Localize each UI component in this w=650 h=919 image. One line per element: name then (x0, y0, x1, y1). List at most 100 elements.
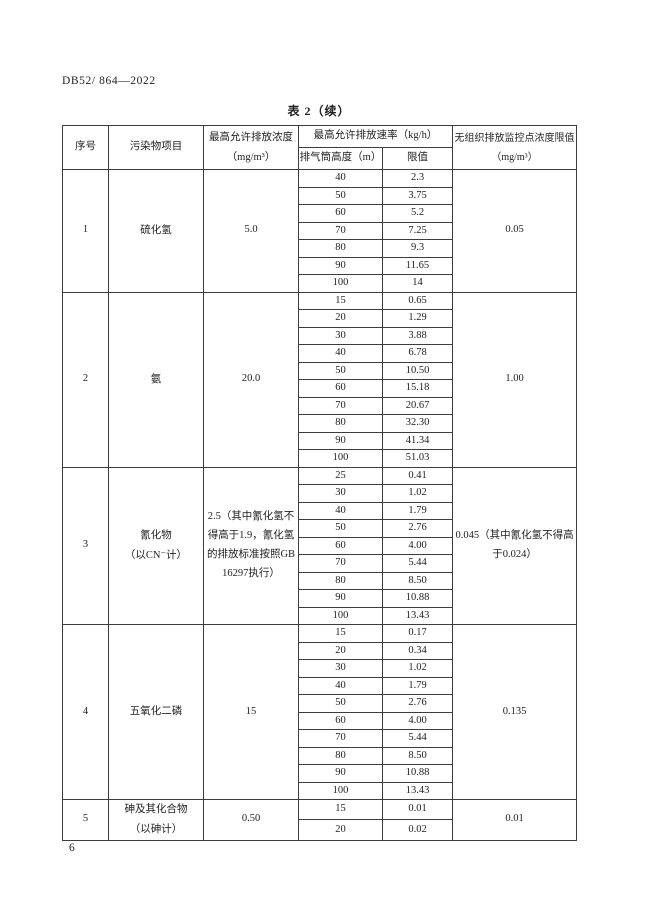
pollutant-cell: 氰化物 （以CN⁻计） (108, 466, 204, 625)
pollutant-name-line: 氨 (150, 373, 162, 385)
col-header-fugitive-label: 无组织排放监控点浓度限值 (454, 132, 575, 144)
limit-value-cell: 14 (381, 274, 454, 293)
stack-height-cell: 90 (298, 764, 383, 783)
limit-value-cell: 1.29 (381, 309, 454, 328)
limit-value-cell: 1.79 (381, 501, 454, 520)
limit-value-cell: 5.44 (381, 729, 454, 748)
concentration-cell: 5.0 (203, 169, 299, 293)
col-header-fugitive-unit: （mg/m³） (491, 151, 538, 163)
stack-height-cell: 70 (298, 554, 383, 573)
table-row: 50 10.50 (63, 361, 577, 380)
stack-height-cell: 80 (298, 414, 383, 433)
stack-height-cell: 90 (298, 431, 383, 450)
stack-height-cell: 100 (298, 606, 383, 625)
table-body: 1 硫化氢 5.0 40 2.3 0.05 50 3.75 60 5.2 70 7.25 80 9.3 90… (62, 169, 578, 841)
stack-height-cell: 80 (298, 571, 383, 590)
stack-height-cell: 50 (298, 694, 383, 713)
table-row: 60 4.00 (63, 536, 577, 555)
seq-cell: 2 (62, 291, 109, 468)
table-row: 80 8.50 (63, 746, 577, 765)
table-title: 表 2（续） (287, 104, 351, 118)
stack-height-cell: 15 (298, 624, 383, 643)
limit-value-cell: 0.65 (381, 291, 454, 310)
stack-height-cell: 50 (298, 186, 383, 205)
limit-value-cell: 7.25 (381, 221, 454, 240)
limit-value-cell: 4.00 (381, 536, 454, 555)
fugitive-limit-cell: 0.01 (452, 799, 578, 841)
stack-height-cell: 50 (298, 519, 383, 538)
limit-value-cell: 11.65 (381, 256, 454, 275)
limit-value-cell: 15.18 (381, 379, 454, 398)
limit-value-cell: 10.88 (381, 764, 454, 783)
col-header-rate: 最高允许排放速率（kg/h） (297, 125, 454, 148)
table-row: 70 7.25 (63, 221, 577, 240)
limit-value-cell: 13.43 (381, 606, 454, 625)
fugitive-limit-cell: 0.05 (452, 169, 578, 293)
table-row: 20 0.02 (63, 819, 577, 841)
stack-height-cell: 15 (298, 798, 383, 821)
emission-limits-table: 序号 污染物项目 最高允许排放浓度 （mg/m³） 最高允许排放速率（kg/h）… (62, 125, 578, 841)
stack-height-cell: 20 (298, 641, 383, 660)
table-row: 90 11.65 (63, 256, 577, 275)
col-header-fugitive: 无组织排放监控点浓度限值 （mg/m³） (452, 125, 578, 170)
stack-height-cell: 20 (298, 819, 383, 841)
limit-value-cell: 9.3 (381, 239, 454, 258)
seq-cell: 3 (62, 466, 109, 625)
pollutant-name-line: 氰化物 (140, 529, 172, 541)
stack-height-cell: 70 (298, 396, 383, 415)
limit-value-cell: 41.34 (381, 431, 454, 450)
concentration-cell: 20.0 (203, 291, 299, 468)
limit-value-cell: 32.30 (381, 414, 454, 433)
limit-value-cell: 10.88 (381, 589, 454, 608)
stack-height-cell: 40 (298, 501, 383, 520)
fugitive-limit-cell: 1.00 (452, 291, 578, 468)
pollutant-name-line: 砷及其化合物 (124, 804, 188, 815)
table-row: 90 10.88 (63, 589, 577, 608)
table-row: 2 氨 20.0 15 0.65 1.00 (62, 291, 578, 468)
stack-height-cell: 60 (298, 204, 383, 223)
concentration-cell: 2.5（其中氰化氢不得高于1.9，氰化氢的排放标准按照GB 16297执行） (203, 466, 299, 625)
stack-height-cell: 40 (298, 344, 383, 363)
pollutant-cell: 硫化氢 (108, 169, 204, 293)
limit-value-cell: 2.76 (381, 694, 454, 713)
fugitive-limit-cell: 0.045（其中氰化氢不得高于0.024） (452, 466, 578, 625)
pollutant-name-line: 硫化氢 (140, 224, 172, 236)
stack-height-cell: 40 (298, 169, 383, 188)
stack-height-cell: 60 (298, 711, 383, 730)
limit-value-cell: 0.01 (381, 798, 454, 821)
stack-height-cell: 40 (298, 676, 383, 695)
table-row: 30 3.88 (63, 326, 577, 345)
limit-value-cell: 3.75 (381, 186, 454, 205)
limit-value-cell: 2.3 (381, 169, 454, 188)
stack-height-cell: 100 (298, 274, 383, 293)
pollutant-cell: 氨 (108, 291, 204, 468)
stack-height-cell: 25 (298, 466, 383, 485)
header-row-2: 排气筒高度（m） 限值 (63, 147, 577, 170)
table-row: 90 10.88 (63, 764, 577, 783)
limit-value-cell: 10.50 (381, 361, 454, 380)
limit-value-cell: 13.43 (381, 781, 454, 800)
col-header-stack-height: 排气筒高度（m） (298, 147, 383, 170)
table-row: 3 氰化物 （以CN⁻计） 2.5（其中氰化氢不得高于1.9，氰化氢的排放标准按照GB… (62, 466, 578, 625)
limit-value-cell: 3.88 (381, 326, 454, 345)
limit-value-cell: 0.02 (381, 819, 454, 841)
stack-height-cell: 80 (298, 239, 383, 258)
limit-value-cell: 1.02 (381, 659, 454, 678)
limit-value-cell: 5.2 (381, 204, 454, 223)
stack-height-cell: 90 (298, 589, 383, 608)
pollutant-cell: 五氧化二磷 (108, 624, 204, 800)
limit-value-cell: 1.79 (381, 676, 454, 695)
stack-height-cell: 90 (298, 256, 383, 275)
stack-height-cell: 70 (298, 729, 383, 748)
stack-height-cell: 30 (298, 484, 383, 503)
stack-height-cell: 60 (298, 379, 383, 398)
table-header: 序号 污染物项目 最高允许排放浓度 （mg/m³） 最高允许排放速率（kg/h）… (62, 125, 578, 170)
limit-value-cell: 2.76 (381, 519, 454, 538)
stack-height-cell: 100 (298, 449, 383, 468)
page-number: 6 (69, 842, 75, 854)
concentration-cell: 0.50 (203, 799, 299, 841)
col-header-pollutant: 污染物项目 (108, 125, 204, 170)
table-row: 100 51.03 (63, 449, 577, 468)
limit-value-cell: 1.02 (381, 484, 454, 503)
pollutant-name-line: （以CN⁻计） (124, 549, 188, 561)
